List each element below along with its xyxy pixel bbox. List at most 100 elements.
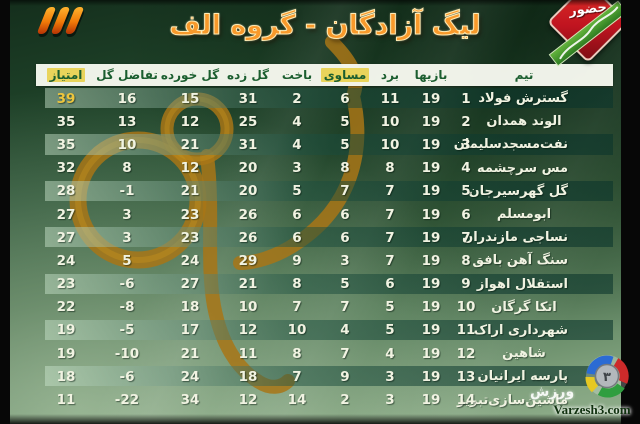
left-black-bar (0, 0, 10, 424)
cell-played: 19 (421, 206, 441, 223)
cell-gd: 16 (117, 90, 137, 107)
table-row: ماشین‌سازی‌تبریز 14 19 3 2 14 12 34 -22 11 (36, 388, 613, 411)
col-header-team: تیم (514, 68, 534, 82)
cell-team: استقلال اهواز (476, 276, 568, 292)
cell-lost: 2 (292, 90, 302, 107)
col-header-gf: گل زده (226, 68, 270, 82)
cell-rank: 2 (461, 113, 471, 130)
cell-won: 11 (380, 90, 400, 107)
cell-team: گل گهرسیرجان (468, 183, 568, 199)
cell-gd: 10 (117, 136, 137, 153)
table-row: شاهین 12 19 4 7 8 11 21 -10 19 (36, 342, 613, 365)
cell-ga: 18 (180, 299, 200, 316)
table-row: مس سرچشمه 4 19 8 8 3 20 12 8 32 (36, 157, 613, 180)
table-row: شهرداری اراک 11 19 5 4 10 12 17 -5 19 (36, 319, 613, 342)
varzesh-fa-text: ورزش (530, 384, 575, 400)
cell-played: 19 (421, 252, 441, 269)
cell-ga: 23 (180, 229, 200, 246)
cell-gd: -8 (119, 299, 135, 316)
cell-gd: -1 (119, 183, 135, 200)
varzesh3-url-text: Varzesh3.com (553, 402, 631, 417)
col-header-played: بازیها (414, 68, 448, 82)
table-row: نساجی مازندران 7 19 7 6 6 26 23 3 27 (36, 226, 613, 249)
cell-rank: 8 (461, 252, 471, 269)
cell-played: 19 (421, 136, 441, 153)
cell-gf: 18 (238, 368, 258, 385)
cell-gf: 31 (238, 90, 258, 107)
cell-lost: 9 (292, 252, 302, 269)
cell-played: 19 (421, 183, 441, 200)
cell-lost: 3 (292, 160, 302, 177)
cell-played: 19 (421, 113, 441, 130)
cell-gd: 5 (122, 252, 132, 269)
cell-won: 5 (385, 299, 395, 316)
cell-drawn: 7 (340, 299, 350, 316)
cell-gf: 31 (238, 136, 258, 153)
table-row: گسترش فولاد 1 19 11 6 2 31 15 16 39 (36, 87, 613, 110)
varzesh3-digit: ۳ (603, 370, 611, 385)
cell-points: 22 (56, 299, 76, 316)
cell-played: 19 (421, 322, 441, 339)
cell-points: 18 (56, 368, 76, 385)
cell-gd: 3 (122, 229, 132, 246)
cell-team: نفت‌مسجدسلیمان (453, 137, 568, 153)
cell-played: 19 (421, 299, 441, 316)
cell-rank: 12 (456, 345, 476, 362)
cell-points: 32 (56, 160, 76, 177)
cell-drawn: 7 (340, 183, 350, 200)
table-row: سنگ آهن بافق 8 19 7 3 9 29 24 5 24 (36, 249, 613, 272)
cell-won: 8 (385, 160, 395, 177)
cell-gd: 13 (117, 113, 137, 130)
table-row: گل گهرسیرجان 5 19 7 7 5 20 21 -1 28 (36, 180, 613, 203)
cell-team: مس سرچشمه (476, 160, 568, 176)
cell-drawn: 6 (340, 90, 350, 107)
cell-rank: 4 (461, 160, 471, 177)
cell-gf: 29 (238, 252, 258, 269)
cell-team: شاهین (502, 346, 546, 362)
cell-lost: 4 (292, 113, 302, 130)
cell-gf: 26 (238, 229, 258, 246)
table-row: اتکا گرگان 10 19 5 7 7 10 18 -8 22 (36, 296, 613, 319)
cell-won: 10 (380, 136, 400, 153)
cell-gf: 11 (238, 345, 258, 362)
cell-points: 39 (56, 90, 76, 107)
cell-gf: 26 (238, 206, 258, 223)
cell-lost: 14 (287, 392, 307, 409)
cell-gd: -22 (114, 392, 140, 409)
table-row: الوند همدان 2 19 10 5 4 25 12 13 35 (36, 110, 613, 133)
cell-played: 19 (421, 345, 441, 362)
cell-points: 27 (56, 206, 76, 223)
cell-points: 11 (56, 392, 76, 409)
cell-team: پارسه ایرانیان (477, 369, 569, 385)
cell-won: 7 (385, 183, 395, 200)
cell-drawn: 7 (340, 345, 350, 362)
cell-ga: 12 (180, 160, 200, 177)
cell-team: شهرداری اراک (473, 322, 568, 338)
cell-lost: 7 (292, 368, 302, 385)
cell-lost: 4 (292, 136, 302, 153)
cell-rank: 1 (461, 90, 471, 107)
cell-ga: 21 (180, 345, 200, 362)
cell-gf: 25 (238, 113, 258, 130)
cell-points: 19 (56, 322, 76, 339)
cell-points: 35 (56, 113, 76, 130)
cell-played: 19 (421, 229, 441, 246)
cell-won: 3 (385, 392, 395, 409)
cell-rank: 14 (456, 392, 476, 409)
cell-ga: 23 (180, 206, 200, 223)
cell-won: 7 (385, 229, 395, 246)
cell-gf: 20 (238, 160, 258, 177)
col-header-points: امتیاز (36, 68, 96, 82)
cell-rank: 9 (461, 276, 471, 293)
cell-ga: 24 (180, 252, 200, 269)
cell-points: 27 (56, 229, 76, 246)
table-row: استقلال اهواز 9 19 6 5 8 21 27 -6 23 (36, 273, 613, 296)
cell-rank: 6 (461, 206, 471, 223)
hozour-badge: حضور (546, 0, 630, 72)
cell-lost: 6 (292, 229, 302, 246)
cell-ga: 21 (180, 183, 200, 200)
cell-drawn: 5 (340, 136, 350, 153)
cell-rank: 10 (456, 299, 476, 316)
cell-ga: 34 (180, 392, 200, 409)
